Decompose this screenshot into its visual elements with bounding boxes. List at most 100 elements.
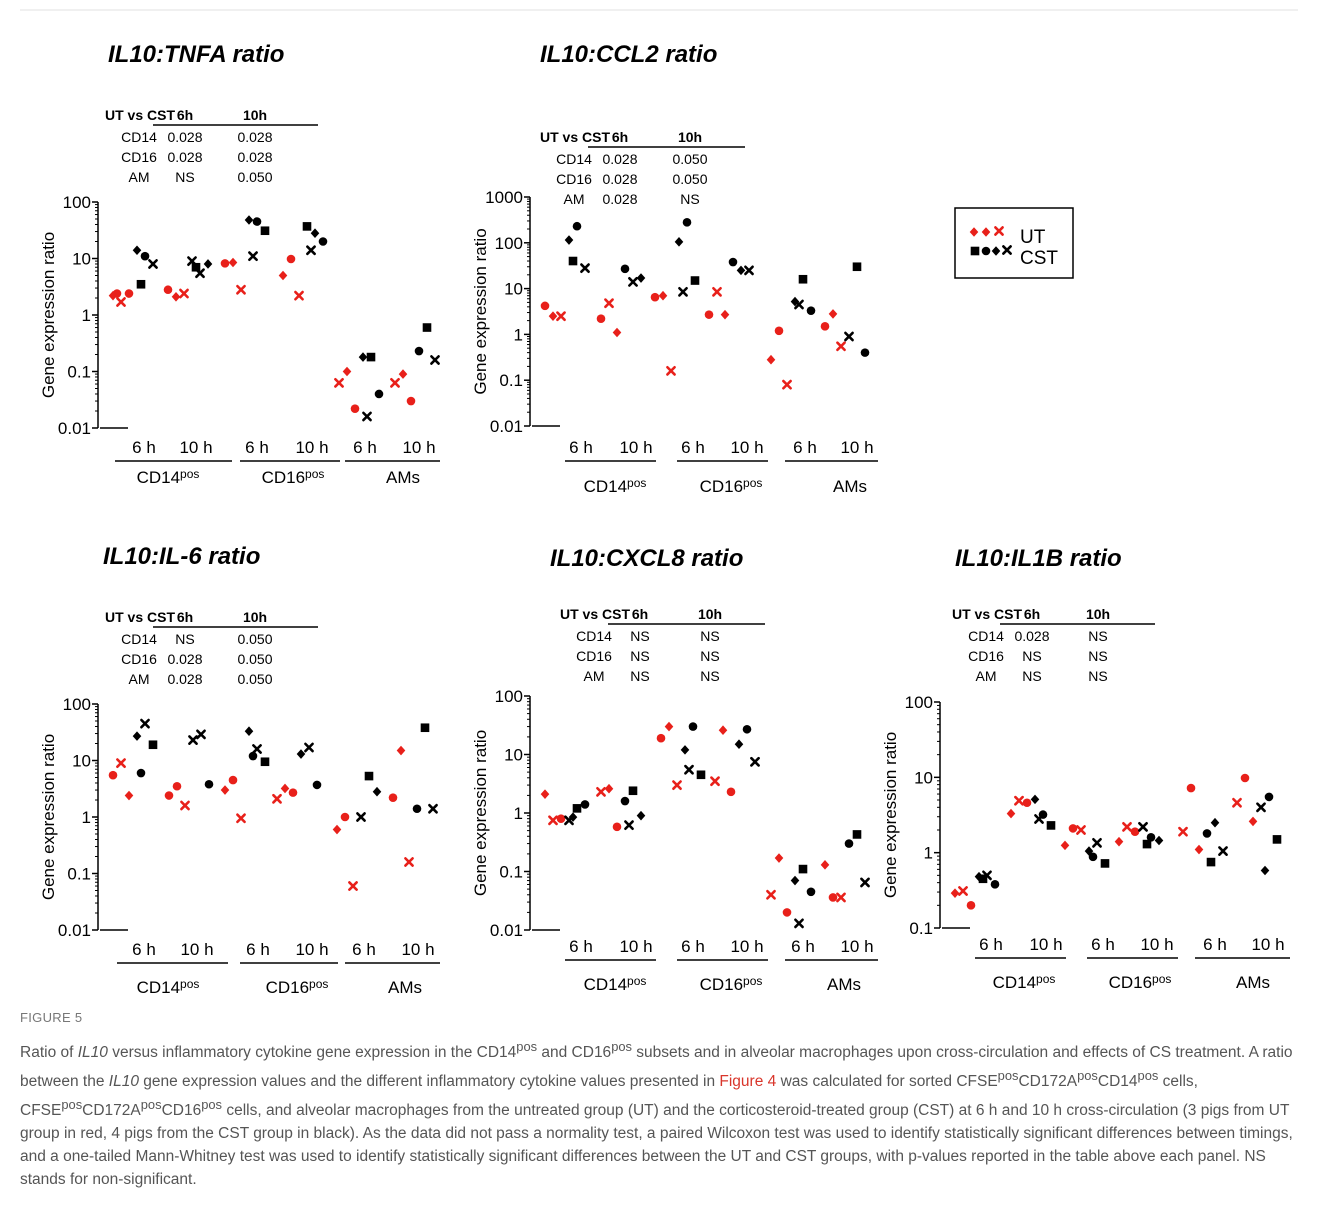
data-point [736, 265, 746, 276]
time-label: 10 h [730, 438, 763, 457]
table-row-label: CD16 [556, 171, 592, 187]
data-point [1248, 816, 1258, 827]
time-label: 6 h [132, 940, 156, 959]
table-row-label: CD14 [576, 628, 612, 644]
pvalue-table: UT vs CST 6h 10h CD14 NS NS CD16 NS NS AM NS NS [560, 606, 765, 684]
data-point [236, 813, 246, 824]
group-label: CD14pos [584, 476, 647, 496]
table-header-6h: 6h [632, 606, 648, 622]
data-point [742, 724, 752, 734]
data-point [680, 745, 690, 755]
figure-caption: FIGURE 5 Ratio of IL10 versus inflammato… [20, 1010, 1300, 1191]
data-point [228, 257, 238, 268]
chart-panel-2: IL10:CCL2 ratio UT vs CST 6h 10h CD14 0.028 0.… [471, 41, 878, 496]
y-axis-label: Gene expression ratio [39, 734, 58, 900]
data-point [860, 348, 870, 357]
data-point [171, 291, 181, 302]
data-point [140, 251, 150, 261]
data-point [228, 775, 238, 785]
table-cell-6h: NS [175, 169, 194, 185]
pvalue-table: UT vs CST 6h 10h CD14 NS 0.050 CD16 0.028 0.050 A… [105, 609, 318, 687]
data-point [658, 290, 668, 301]
data-point [312, 780, 322, 790]
table-header-10h: 10h [698, 606, 722, 622]
data-point [236, 284, 246, 295]
data-point [248, 751, 258, 761]
data-point [364, 771, 374, 781]
group-label: CD14pos [137, 977, 200, 997]
data-point [1114, 836, 1124, 847]
data-point [1232, 797, 1242, 808]
data-point [304, 742, 314, 753]
time-label: 10 h [402, 438, 435, 457]
y-axis-label: Gene expression ratio [471, 228, 490, 394]
data-point [348, 881, 358, 891]
data-point [844, 331, 854, 342]
table-cell-6h: NS [1022, 668, 1041, 684]
chart-title: IL10:CXCL8 ratio [550, 545, 743, 572]
data-point [1034, 814, 1044, 824]
data-point [580, 263, 590, 274]
data-point [196, 729, 206, 740]
data-point [712, 286, 722, 297]
series-ut [540, 286, 846, 390]
series-cst [132, 215, 440, 422]
data-point [334, 377, 344, 388]
data-point [540, 789, 550, 799]
y-axis-label: Gene expression ratio [881, 732, 900, 898]
y-tick-label: 1 [514, 804, 523, 823]
group-label: CD16pos [262, 467, 325, 487]
data-point [286, 254, 296, 264]
data-point [356, 812, 366, 822]
time-label: 6 h [979, 935, 1003, 954]
figure-4-link[interactable]: Figure 4 [719, 1073, 777, 1091]
pvalue-table: UT vs CST 6h 10h CD14 0.028 0.050 CD16 0.028 0.0… [540, 129, 745, 207]
data-point [656, 733, 666, 743]
data-point [414, 346, 424, 356]
time-label: 10 h [730, 937, 763, 956]
table-cell-6h: NS [175, 631, 194, 647]
series-cst [564, 218, 870, 357]
group-label: CD14pos [584, 974, 647, 994]
data-point [260, 226, 270, 236]
data-point [556, 814, 566, 823]
time-label: 6 h [1091, 935, 1115, 954]
data-point [836, 341, 846, 352]
data-point [116, 297, 126, 307]
data-point [620, 264, 630, 274]
group-label: AMs [388, 978, 422, 997]
data-point [580, 800, 590, 809]
data-point [572, 221, 582, 231]
group-label: AMs [833, 477, 867, 496]
data-point [358, 352, 368, 362]
table-header-6h: 6h [177, 107, 193, 123]
legend-marker [981, 227, 991, 237]
y-tick-label: 1000 [485, 188, 523, 207]
time-label: 6 h [793, 438, 817, 457]
data-point [244, 726, 254, 737]
data-point [412, 804, 422, 814]
y-tick-label: 0.01 [490, 921, 523, 940]
data-point [1218, 846, 1228, 856]
data-point [422, 323, 432, 332]
table-header-comparison: UT vs CST [952, 606, 1022, 622]
data-point [252, 744, 262, 754]
data-point [690, 276, 700, 285]
data-point [568, 256, 578, 266]
data-point [564, 235, 574, 245]
data-point [1130, 827, 1140, 836]
table-cell-10h: 0.050 [672, 171, 707, 187]
data-point [1046, 821, 1056, 830]
data-point [398, 369, 408, 379]
group-label: AMs [386, 468, 420, 487]
data-point [296, 749, 306, 759]
data-point [1068, 824, 1078, 833]
data-point [1022, 798, 1032, 808]
data-point [820, 322, 830, 331]
data-point [136, 768, 146, 778]
table-row-label: CD16 [121, 651, 157, 667]
table-cell-6h: 0.028 [1014, 628, 1049, 644]
data-point [1210, 817, 1220, 828]
data-point [404, 857, 414, 867]
